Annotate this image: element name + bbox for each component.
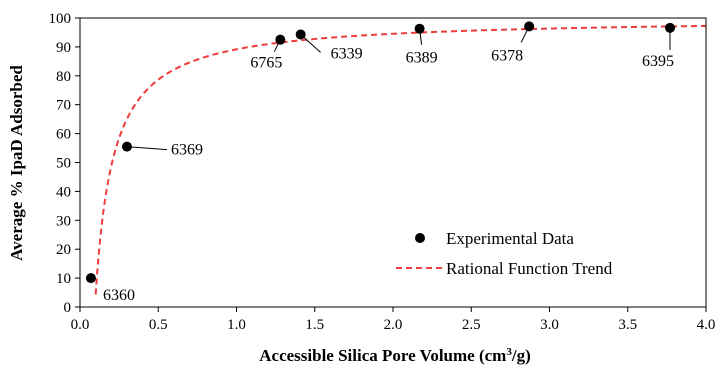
trend-layer bbox=[94, 24, 707, 295]
legend-label-experimental: Experimental Data bbox=[446, 229, 574, 248]
plot-frame bbox=[79, 17, 707, 308]
x-tick-label: 1.0 bbox=[227, 317, 246, 333]
data-point-label: 6360 bbox=[103, 287, 135, 304]
data-point-label: 6369 bbox=[171, 142, 203, 159]
x-tick-label: 1.5 bbox=[305, 317, 324, 333]
data-point-label: 6389 bbox=[406, 50, 438, 67]
y-tick-label: 30 bbox=[56, 213, 71, 229]
data-point-label: 6765 bbox=[250, 55, 282, 72]
data-point bbox=[85, 273, 96, 284]
x-tick-label: 0.0 bbox=[71, 317, 90, 333]
y-tick-label: 90 bbox=[56, 40, 71, 56]
y-tick-label: 20 bbox=[56, 242, 71, 258]
data-point-label: 6339 bbox=[331, 45, 363, 62]
y-tick-label: 80 bbox=[56, 69, 71, 85]
x-tick-label: 2.0 bbox=[384, 317, 403, 333]
data-point bbox=[665, 22, 676, 33]
y-tick-label: 10 bbox=[56, 271, 71, 287]
axis-ticks: 0.0 0.5 1.0 1.5 2.0 2.5 3.0 3.5 4.0 0 10 20 30 40 50 60… bbox=[49, 11, 716, 333]
x-tick-label: 4.0 bbox=[697, 317, 716, 333]
data-point bbox=[275, 34, 286, 45]
axes bbox=[79, 17, 707, 308]
data-point bbox=[414, 23, 425, 34]
x-tick-label: 0.5 bbox=[149, 317, 168, 333]
legend-marker-experimental bbox=[415, 233, 425, 243]
y-tick-label: 40 bbox=[56, 184, 71, 200]
data-point-label: 6395 bbox=[642, 53, 674, 70]
x-tick-label: 3.0 bbox=[540, 317, 559, 333]
points-layer: 6360 6369 6765 6339 6389 6378 6395 bbox=[85, 21, 676, 304]
y-axis-title: Average % IpaD Adsorbed bbox=[7, 65, 26, 261]
y-tick-label: 70 bbox=[56, 98, 71, 114]
x-axis-title: Accessible Silica Pore Volume (cm3/g) bbox=[259, 346, 530, 365]
data-point-label: 6378 bbox=[491, 47, 523, 64]
x-tick-label: 2.5 bbox=[462, 317, 481, 333]
y-tick-label: 50 bbox=[56, 156, 71, 172]
y-tick-label: 100 bbox=[49, 11, 72, 27]
legend: Experimental Data Rational Function Tren… bbox=[396, 229, 613, 278]
data-point bbox=[121, 141, 132, 152]
y-tick-label: 0 bbox=[64, 300, 72, 316]
y-tick-label: 60 bbox=[56, 127, 71, 143]
data-point bbox=[295, 29, 306, 40]
legend-label-trend: Rational Function Trend bbox=[446, 259, 613, 278]
trend-line bbox=[94, 24, 707, 295]
data-label-leader bbox=[126, 146, 167, 151]
data-point bbox=[524, 21, 535, 32]
x-tick-label: 3.5 bbox=[618, 317, 637, 333]
